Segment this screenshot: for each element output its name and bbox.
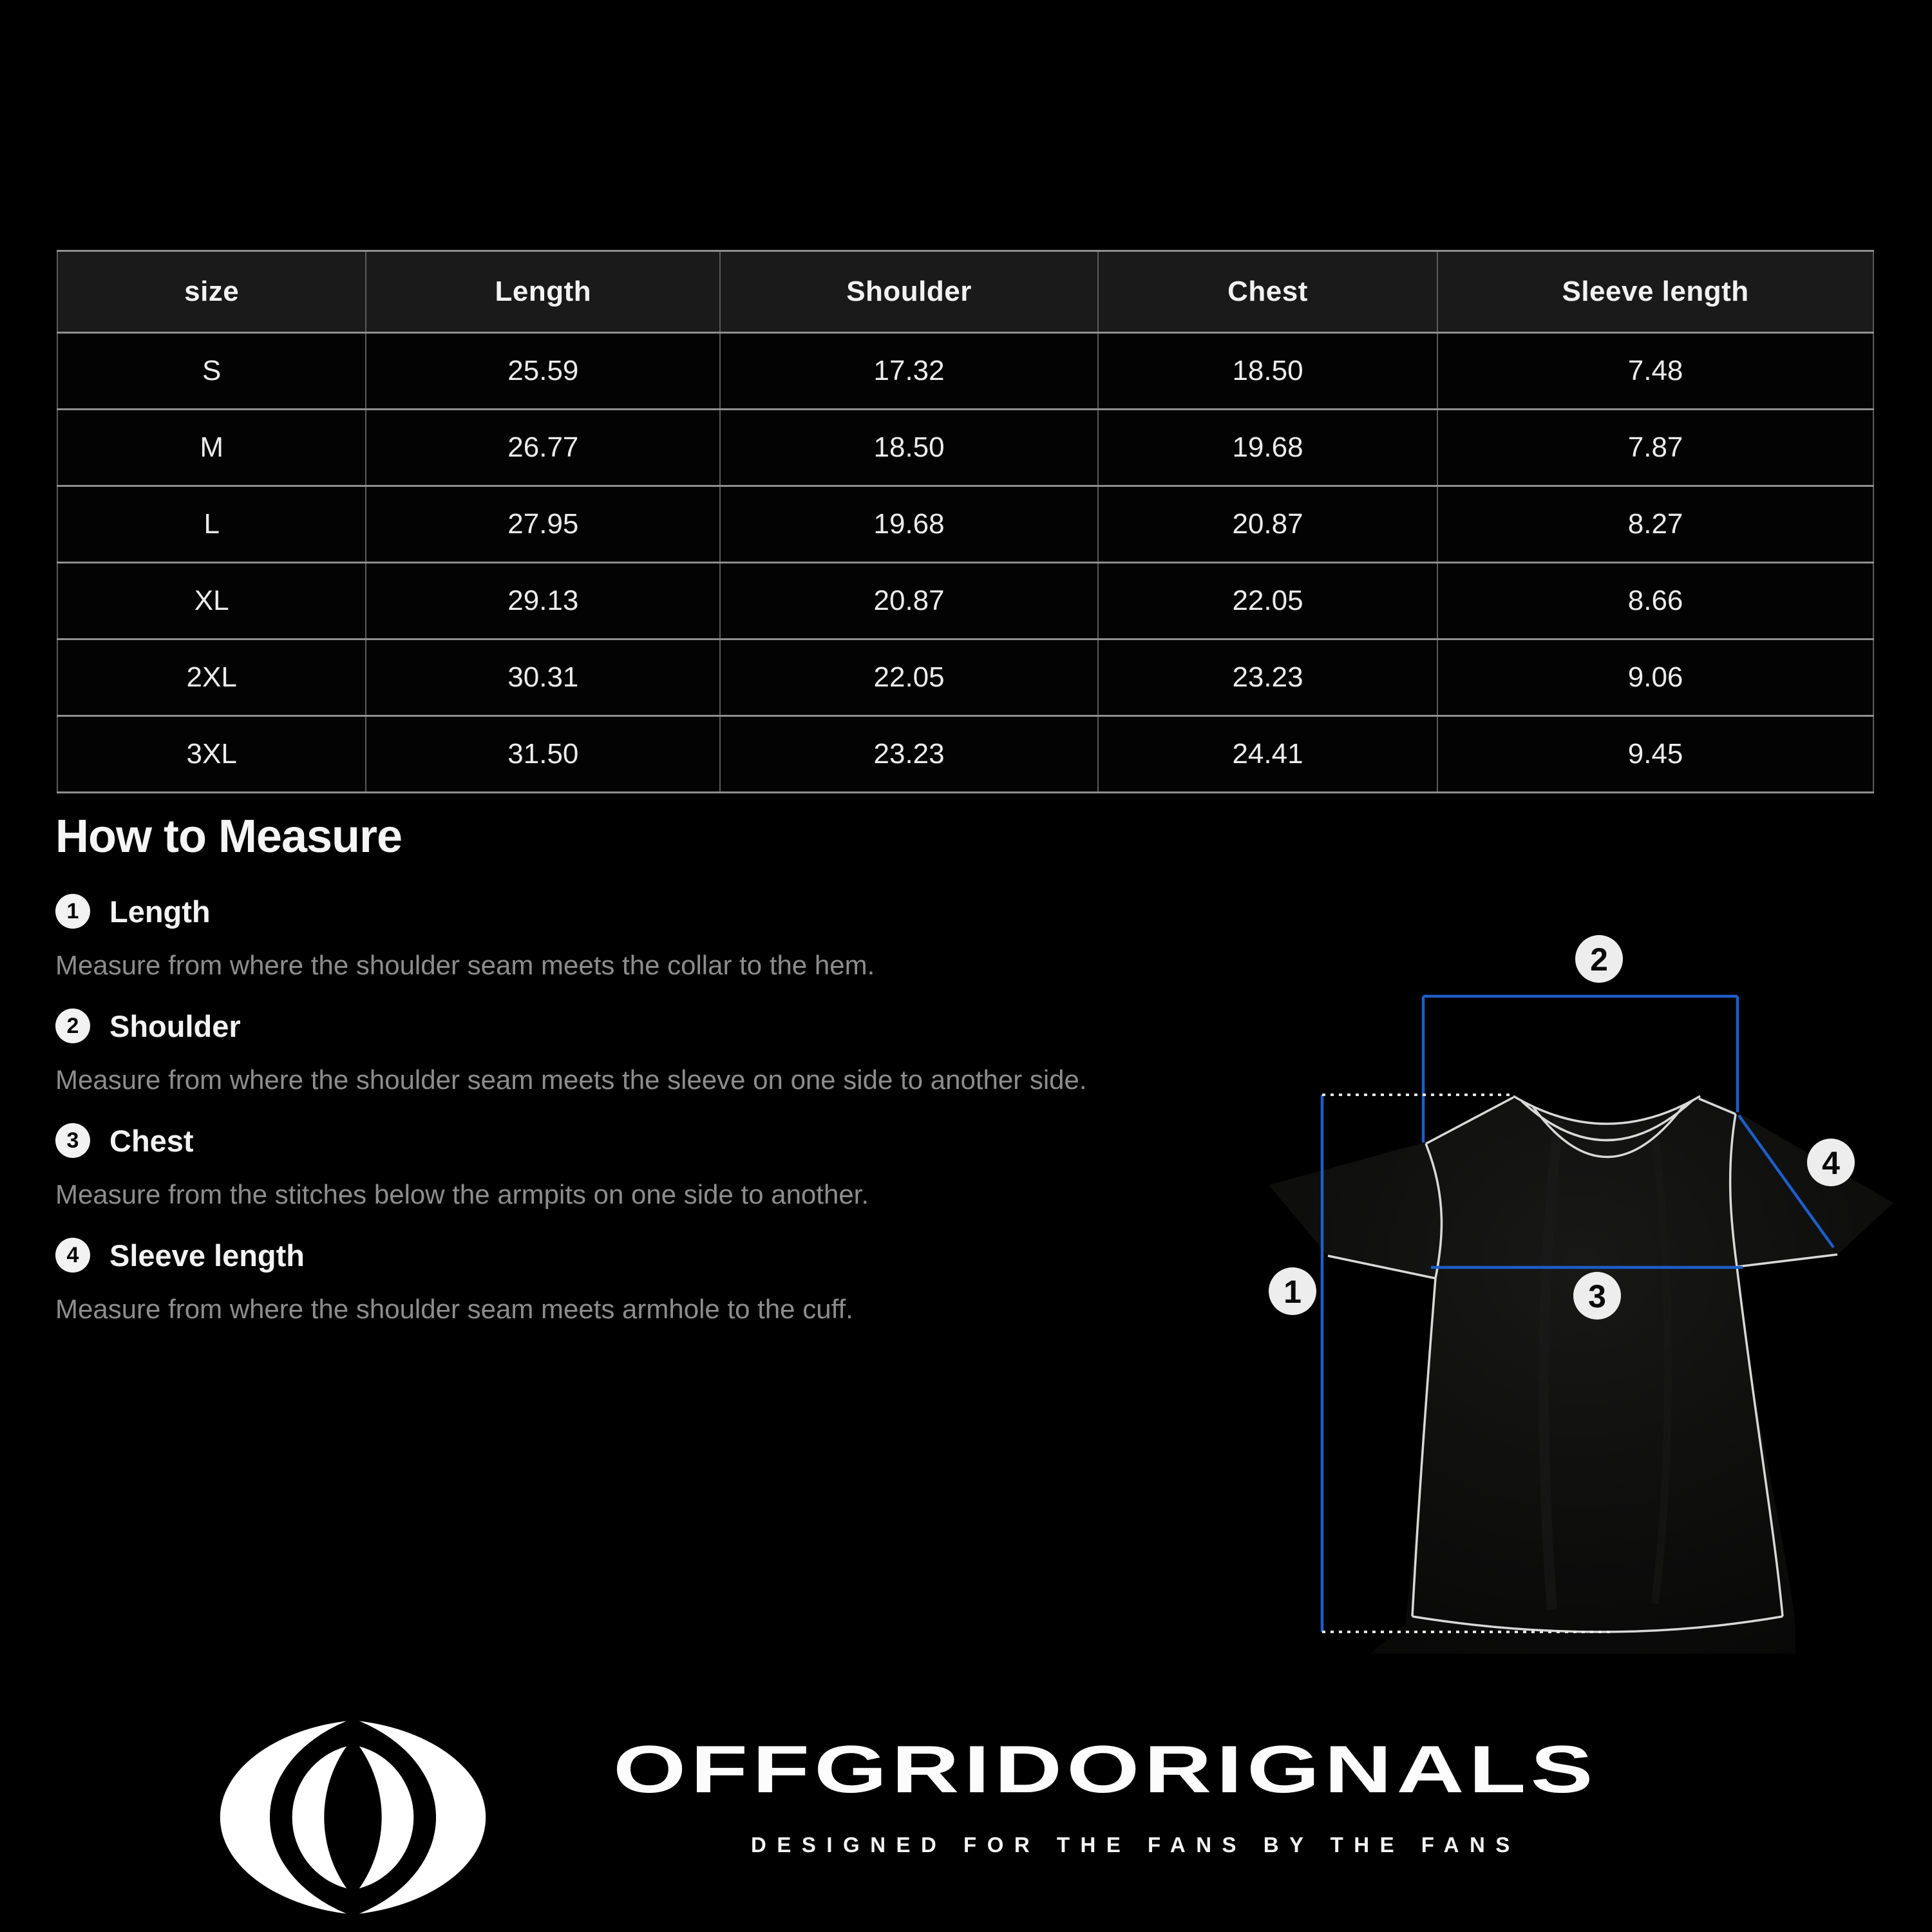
cell-shoulder: 22.05 <box>719 638 1099 717</box>
logo-outer-right-crescent <box>359 1721 486 1914</box>
side-seam-left <box>1411 1278 1437 1617</box>
col-header-size: size <box>56 250 367 334</box>
cell-size: M <box>56 408 367 487</box>
fabric-fold <box>1651 1133 1672 1604</box>
cell-chest: 18.50 <box>1097 332 1439 410</box>
diagram-badge-3-circle <box>1573 1272 1621 1320</box>
shoulder-seam-right <box>1698 1097 1736 1115</box>
cell-length: 29.13 <box>365 562 721 640</box>
cell-shoulder: 17.32 <box>719 332 1099 410</box>
diagram-badge-2-circle <box>1575 935 1623 983</box>
diagram-badge-3: 3 <box>1588 1278 1606 1314</box>
table-row-l: L 27.95 19.68 20.87 8.27 <box>56 485 1874 564</box>
fabric-fold <box>1539 1120 1564 1611</box>
table-row-m: M 26.77 18.50 19.68 7.87 <box>56 408 1874 487</box>
collar-seam-mid <box>1520 1099 1694 1142</box>
diagram-badge-4-circle <box>1807 1139 1855 1186</box>
cell-size: 2XL <box>56 638 367 717</box>
step-chest: 3 Chest <box>55 1122 1227 1159</box>
step-number-badge-3: 3 <box>55 1123 90 1158</box>
table-row-3xl: 3XL 31.50 23.23 24.41 9.45 <box>56 715 1874 793</box>
table-row-xl: XL 29.13 20.87 22.05 8.66 <box>56 562 1874 640</box>
table-row-2xl: 2XL 30.31 22.05 23.23 9.06 <box>56 638 1874 717</box>
brand-tagline: DESIGNED FOR THE FANS BY THE FANS <box>751 1833 1520 1857</box>
brand-wordmark: OFFGRIDORIGNALS <box>613 1732 1598 1807</box>
step-number-badge-1: 1 <box>55 894 90 929</box>
cell-shoulder: 20.87 <box>719 562 1099 640</box>
logo-inner-right-crescent <box>359 1746 414 1889</box>
step-label-chest: Chest <box>109 1123 194 1158</box>
how-to-measure-title: How to Measure <box>55 811 402 862</box>
step-description-shoulder: Measure from where the shoulder seam mee… <box>55 1065 1087 1095</box>
col-header-length: Length <box>365 250 721 334</box>
cell-chest: 24.41 <box>1097 715 1439 793</box>
cell-length: 25.59 <box>365 332 721 410</box>
cell-chest: 22.05 <box>1097 562 1439 640</box>
cell-size: 3XL <box>56 715 367 793</box>
cell-chest: 23.23 <box>1097 638 1439 717</box>
cell-length: 26.77 <box>365 408 721 487</box>
cell-sleeve: 7.87 <box>1437 408 1874 487</box>
armhole-seam-right <box>1728 1113 1738 1267</box>
diagram-badge-1: 1 <box>1283 1274 1302 1310</box>
table-row-s: S 25.59 17.32 18.50 7.48 <box>56 332 1874 410</box>
step-description-length: Measure from where the shoulder seam mee… <box>55 950 875 980</box>
step-label-shoulder: Shoulder <box>109 1009 241 1043</box>
step-sleeve-length: 4 Sleeve length <box>55 1236 1227 1274</box>
cell-size: L <box>56 485 367 564</box>
cell-sleeve: 8.66 <box>1437 562 1874 640</box>
diagram-badges: 2 1 3 4 <box>1269 935 1855 1320</box>
col-header-shoulder: Shoulder <box>719 250 1099 334</box>
cell-size: S <box>56 332 367 410</box>
cell-size: XL <box>56 562 367 640</box>
step-length: 1 Length <box>55 893 1227 930</box>
cell-chest: 20.87 <box>1097 485 1439 564</box>
tshirt-diagram-svg: 2 1 3 4 <box>1269 935 1893 1654</box>
shoulder-seam-left <box>1425 1096 1514 1145</box>
cell-length: 31.50 <box>365 715 721 793</box>
tshirt-silhouette <box>1269 1096 1893 1654</box>
collar-seam-outer <box>1513 1095 1701 1125</box>
measure-steps-list: 1 Length Measure from where the shoulder… <box>55 893 1227 1351</box>
logo-inner-left-crescent <box>292 1746 347 1889</box>
measure-line-sleeve <box>1738 1114 1835 1249</box>
cell-length: 27.95 <box>365 485 721 564</box>
col-header-sleeve-length: Sleeve length <box>1437 250 1874 334</box>
diagram-badge-4: 4 <box>1822 1145 1840 1181</box>
size-chart-table: size Length Shoulder Chest Sleeve length… <box>56 250 1874 793</box>
step-number-badge-4: 4 <box>55 1238 90 1273</box>
armhole-seam-left <box>1425 1143 1443 1279</box>
sleeve-edge-left <box>1327 1255 1436 1280</box>
sleeve-edge-right <box>1736 1253 1838 1268</box>
collar-seam-inner <box>1531 1104 1685 1159</box>
step-description-chest: Measure from the stitches below the armp… <box>55 1179 869 1209</box>
tshirt-measure-diagram: 2 1 3 4 <box>1256 927 1932 1668</box>
cell-sleeve: 9.06 <box>1437 638 1874 717</box>
cell-chest: 19.68 <box>1097 408 1439 487</box>
step-number-badge-2: 2 <box>55 1009 90 1043</box>
cell-shoulder: 18.50 <box>719 408 1099 487</box>
cell-sleeve: 9.45 <box>1437 715 1874 793</box>
cell-shoulder: 23.23 <box>719 715 1099 793</box>
size-chart-header-row: size Length Shoulder Chest Sleeve length <box>56 250 1874 334</box>
step-label-length: Length <box>109 894 211 929</box>
cell-sleeve: 7.48 <box>1437 332 1874 410</box>
col-header-chest: Chest <box>1097 250 1439 334</box>
step-description-sleeve-length: Measure from where the shoulder seam mee… <box>55 1294 853 1324</box>
step-shoulder: 2 Shoulder <box>55 1007 1227 1045</box>
brand-logo-icon <box>220 1721 486 1914</box>
step-label-sleeve-length: Sleeve length <box>109 1238 305 1273</box>
diagram-badge-1-circle <box>1269 1267 1316 1315</box>
logo-outer-left-crescent <box>220 1721 347 1914</box>
cell-sleeve: 8.27 <box>1437 485 1874 564</box>
cell-length: 30.31 <box>365 638 721 717</box>
diagram-badge-2: 2 <box>1590 942 1608 978</box>
side-seam-right <box>1736 1266 1784 1617</box>
cell-shoulder: 19.68 <box>719 485 1099 564</box>
